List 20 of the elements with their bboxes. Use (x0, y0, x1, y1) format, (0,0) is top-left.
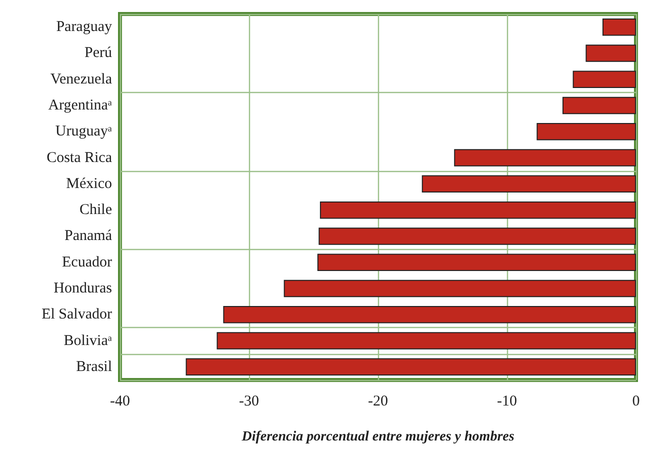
y-tick-label: Brasil (76, 358, 112, 375)
y-tick-label: Perú (84, 45, 112, 62)
y-tick-label: Boliviaᵃ (64, 332, 112, 349)
y-tick-label: Costa Rica (46, 150, 112, 166)
x-axis-title: Diferencia porcentual entre mujeres y hombres (240, 430, 515, 444)
y-tick-label: Paraguay (56, 19, 112, 36)
x-tick-label: -20 (368, 394, 388, 410)
x-tick-label: -40 (110, 394, 130, 410)
y-tick-label: México (66, 176, 112, 192)
x-tick-label: 0 (632, 394, 640, 410)
y-tick-label: Ecuador (62, 254, 112, 270)
y-tick-label: Venezuela (50, 71, 112, 88)
y-tick-label: Uruguayᵃ (55, 124, 112, 140)
y-tick-label: El Salvador (42, 306, 112, 323)
y-tick-label: Chile (80, 202, 112, 218)
y-tick-label: Argentinaᵃ (48, 98, 112, 114)
x-tick-label: -10 (497, 394, 517, 410)
x-tick-label: -30 (239, 394, 259, 410)
y-tick-label: Honduras (54, 280, 112, 296)
y-tick-label: Panamá (64, 228, 112, 244)
